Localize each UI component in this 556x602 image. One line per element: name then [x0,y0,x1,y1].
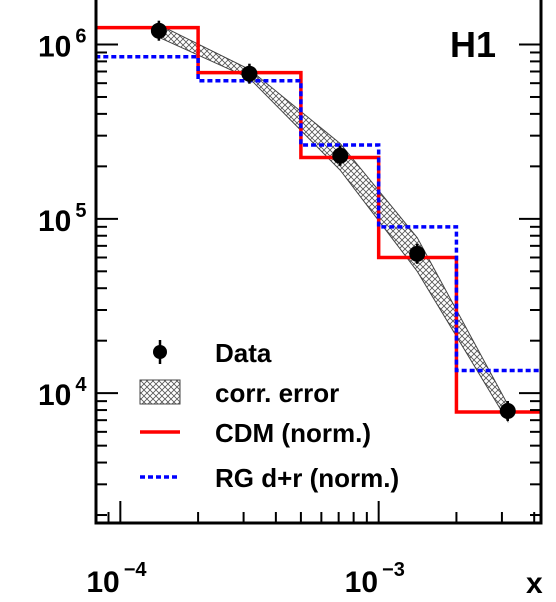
legend-label: corr. error [215,378,339,408]
x-tick-label: 10 −3 [345,559,405,597]
data-point [150,22,167,39]
y-tick-label: 10 4 [38,374,87,412]
legend-data-marker [153,345,167,359]
data-points-layer [150,20,516,422]
legend-label: RG d+r (norm.) [215,463,399,493]
legend-label: Data [215,338,272,368]
y-tick-label: 10 6 [38,26,87,64]
axes: 10 4 10 5 10 6 10 −4 10 −3 [38,0,543,599]
data-point [409,245,426,262]
legend: Data corr. error CDM (norm.) RG d+r (norm.) [139,338,399,493]
data-point [332,147,349,164]
data-point [241,65,258,82]
y-tick-label: 10 5 [38,200,87,238]
x-axis-label: x [526,567,543,597]
corr-error-band [158,23,509,424]
experiment-label: H1 [450,24,496,65]
x-tick-label: 10 −4 [86,559,147,597]
data-point [499,403,516,420]
legend-hatch-swatch [139,379,181,405]
legend-label: CDM (norm.) [215,418,371,448]
corr-error-band-layer [158,23,509,424]
rg-histogram-line [96,55,540,373]
plot-frame [94,0,543,525]
